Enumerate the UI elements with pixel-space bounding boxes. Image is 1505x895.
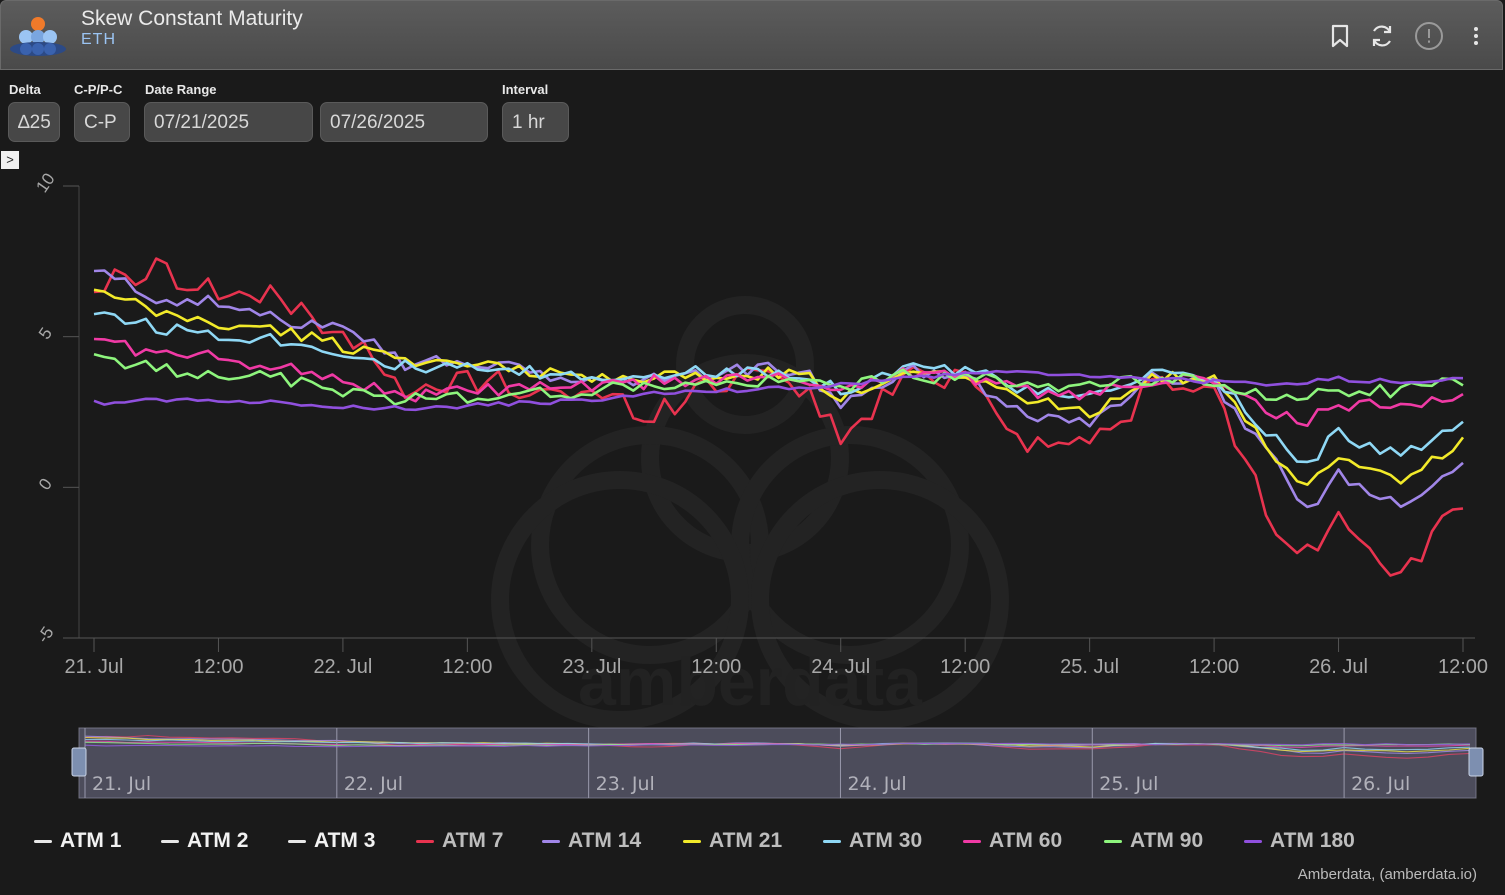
legend-swatch	[161, 839, 179, 843]
legend-label: ATM 1	[60, 829, 122, 852]
asset-subtitle: ETH	[81, 31, 116, 48]
x-tick-label: 12:00	[940, 656, 990, 678]
legend-swatch	[1244, 839, 1262, 843]
navigator-label: 23. Jul	[596, 773, 655, 795]
chart-controls: Delta ∆25 C-P/P-C C-P Date Range 07/21/2…	[0, 72, 1505, 152]
watermark-shape	[731, 426, 969, 664]
navigator-series-line	[84, 742, 1471, 748]
info-alert-icon[interactable]	[1414, 21, 1444, 51]
legend-swatch	[34, 839, 52, 843]
watermark-text: amberdata	[578, 644, 923, 720]
navigator-handle[interactable]	[1468, 747, 1484, 777]
legend-swatch	[288, 839, 306, 843]
x-tick-label: 21. Jul	[65, 656, 124, 678]
legend-swatch	[683, 839, 701, 843]
legend-item-atm-180[interactable]: ATM 180	[1244, 826, 1355, 856]
legend-swatch	[542, 839, 560, 843]
watermark-shape	[676, 296, 814, 434]
more-options-icon[interactable]	[1463, 23, 1489, 49]
bookmark-icon[interactable]	[1327, 23, 1353, 49]
interval-select[interactable]: 1 hr	[502, 102, 569, 142]
x-tick-label: 23. Jul	[562, 656, 621, 678]
legend-swatch	[1104, 839, 1122, 843]
amberdata-logo	[10, 17, 66, 56]
x-tick-label: 26. Jul	[1309, 656, 1368, 678]
y-tick-label: 10	[32, 170, 58, 196]
legend-item-atm-7[interactable]: ATM 7	[416, 826, 503, 856]
x-tick-label: 12:00	[442, 656, 492, 678]
legend-label: ATM 21	[709, 829, 783, 852]
skew-chart: amberdata 10 5 0 -5 21. Jul 12:00 22. Jul 12:00…	[32, 170, 1488, 799]
legend-label: ATM 3	[314, 829, 376, 852]
cp-select[interactable]: C-P	[74, 102, 130, 142]
legend-label: ATM 30	[849, 829, 923, 852]
amberdata-watermark: amberdata	[491, 296, 1009, 729]
legend-label: ATM 2	[187, 829, 249, 852]
date-range-label: Date Range	[145, 82, 217, 97]
legend-swatch	[416, 839, 434, 843]
y-tick-label: 5	[35, 324, 56, 343]
watermark-shape	[751, 471, 1009, 729]
legend-item-atm-14[interactable]: ATM 14	[542, 826, 641, 856]
delta-label: Delta	[9, 82, 41, 97]
y-tick-label: -5	[33, 623, 57, 646]
x-tick-label: 12:00	[1438, 656, 1488, 678]
navigator-label: 25. Jul	[1099, 773, 1158, 795]
legend-label: ATM 90	[1130, 829, 1204, 852]
legend-swatch	[823, 839, 841, 843]
navigator-label: 24. Jul	[847, 773, 906, 795]
legend-item-atm-21[interactable]: ATM 21	[683, 826, 782, 856]
expand-panel-button[interactable]: >	[1, 151, 19, 169]
x-tick-label: 12:00	[691, 656, 741, 678]
x-tick-label: 12:00	[193, 656, 243, 678]
navigator-selection[interactable]	[79, 728, 1476, 798]
interval-label: Interval	[502, 82, 549, 97]
y-tick-label: 0	[35, 475, 56, 494]
end-date-input[interactable]: 07/26/2025	[320, 102, 488, 142]
navigator-handle[interactable]	[71, 747, 87, 777]
legend-label: ATM 7	[442, 829, 504, 852]
navigator-label: 22. Jul	[344, 773, 403, 795]
delta-select[interactable]: ∆25	[8, 102, 60, 142]
watermark-shape	[491, 471, 749, 729]
legend-label: ATM 60	[989, 829, 1063, 852]
navigator-label: 21. Jul	[92, 773, 151, 795]
chart-credit: Amberdata, (amberdata.io)	[1297, 866, 1477, 883]
legend-item-atm-90[interactable]: ATM 90	[1104, 826, 1203, 856]
x-tick-label: 12:00	[1189, 656, 1239, 678]
chart-series-lines	[93, 257, 1465, 577]
legend-item-atm-2[interactable]: ATM 2	[161, 826, 248, 856]
legend-item-atm-3[interactable]: ATM 3	[288, 826, 375, 856]
legend-item-atm-30[interactable]: ATM 30	[823, 826, 922, 856]
legend-label: ATM 14	[568, 829, 642, 852]
legend-item-atm-1[interactable]: ATM 1	[34, 826, 121, 856]
legend-swatch	[963, 839, 981, 843]
x-tick-label: 24. Jul	[811, 656, 870, 678]
series-line-atm-180[interactable]	[93, 369, 1464, 412]
legend-item-atm-60[interactable]: ATM 60	[963, 826, 1062, 856]
start-date-input[interactable]: 07/21/2025	[144, 102, 313, 142]
series-line-atm-90[interactable]	[93, 352, 1464, 406]
cp-label: C-P/P-C	[74, 82, 123, 97]
refresh-icon[interactable]	[1369, 23, 1395, 49]
x-tick-label: 22. Jul	[313, 656, 372, 678]
chart-header: Skew Constant Maturity ETH	[0, 0, 1503, 70]
chart-legend: ATM 1 ATM 2 ATM 3 ATM 7 ATM 14 ATM 21 ATM 30 AT…	[0, 826, 1505, 856]
x-tick-label: 25. Jul	[1060, 656, 1119, 678]
series-line-atm-21[interactable]	[93, 288, 1465, 486]
chart-navigator[interactable]: 21. Jul 22. Jul 23. Jul 24. Jul 25. Jul 26. J…	[71, 727, 1484, 799]
watermark-shape	[531, 426, 769, 664]
page-title: Skew Constant Maturity	[81, 7, 303, 30]
legend-label: ATM 180	[1270, 829, 1355, 852]
navigator-label: 26. Jul	[1351, 773, 1410, 795]
